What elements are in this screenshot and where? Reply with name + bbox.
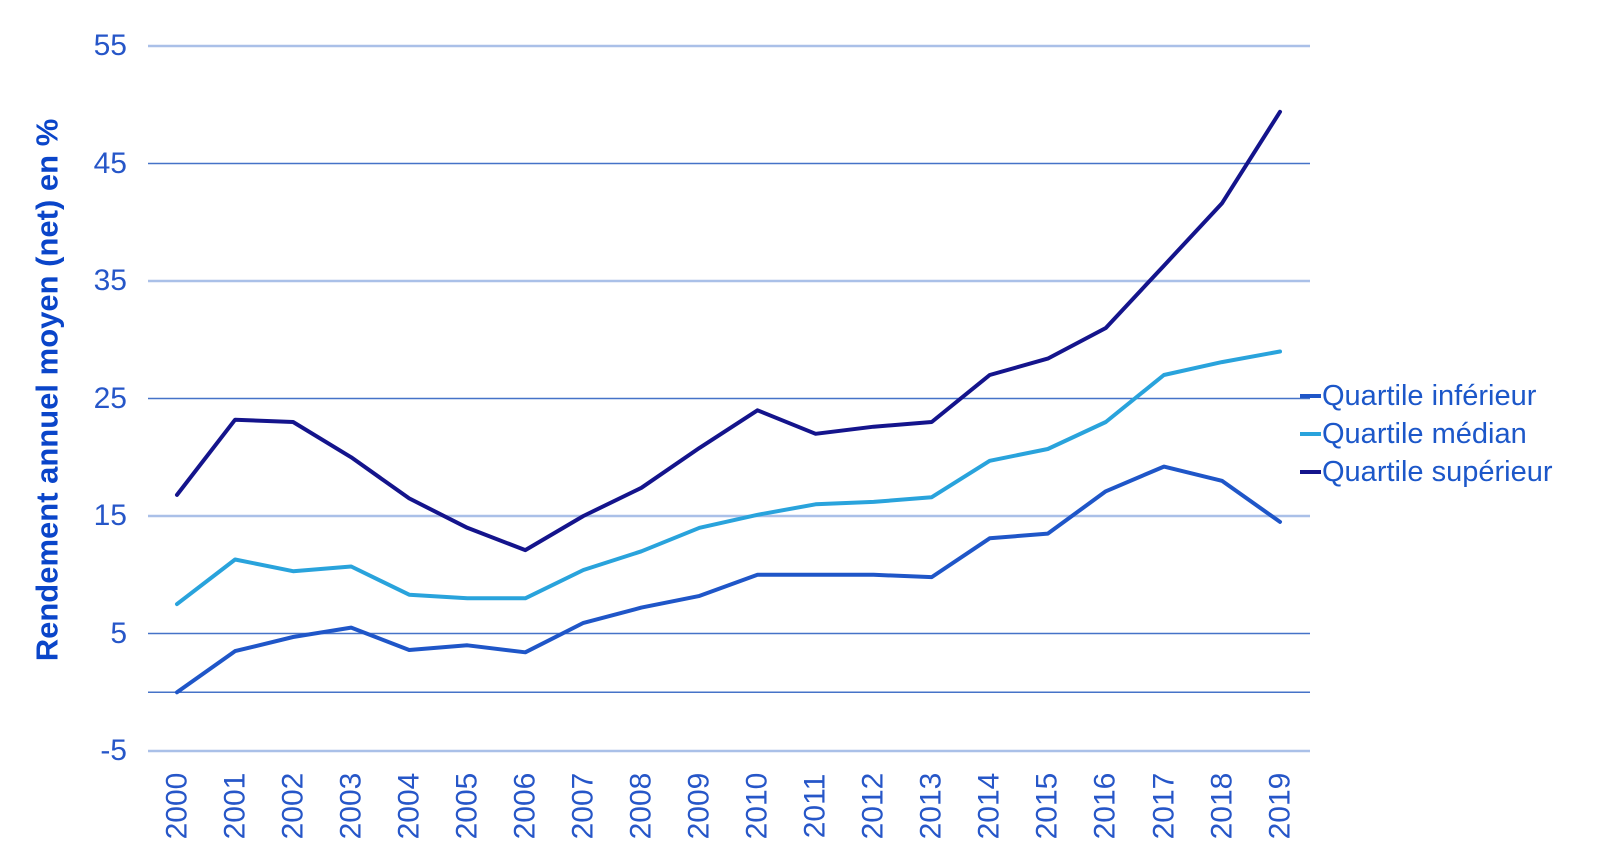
y-tick-label-25: 25 <box>93 381 127 415</box>
x-tick-text: 2019 <box>1263 772 1296 840</box>
legend-item-quartile-median: Quartile médian <box>1300 415 1553 453</box>
legend-item-quartile-inferieur: Quartile inférieur <box>1300 377 1553 415</box>
legend-label: Quartile supérieur <box>1322 455 1553 488</box>
legend-item-quartile-superieur: Quartile supérieur <box>1300 453 1553 491</box>
series-line-1 <box>175 349 1282 607</box>
legend-line-swatch <box>1300 470 1321 474</box>
y-tick-label-45: 45 <box>93 146 127 180</box>
x-tick-label-2019: 2019 <box>1225 751 1335 861</box>
series-line-2 <box>175 109 1282 553</box>
legend-label: Quartile médian <box>1322 417 1527 450</box>
y-tick-label--5: -5 <box>100 734 127 767</box>
legend: Quartile inférieur Quartile médian Quart… <box>1300 377 1553 491</box>
y-tick-label-55: 55 <box>93 29 127 62</box>
legend-line-swatch <box>1300 432 1321 436</box>
y-tick-label-15: 15 <box>93 499 127 532</box>
y-tick-label-35: 35 <box>93 264 127 297</box>
y-tick-label-5: 5 <box>110 616 127 650</box>
series-line-0 <box>175 464 1282 695</box>
legend-line-swatch <box>1300 394 1321 398</box>
legend-label: Quartile inférieur <box>1322 379 1537 412</box>
